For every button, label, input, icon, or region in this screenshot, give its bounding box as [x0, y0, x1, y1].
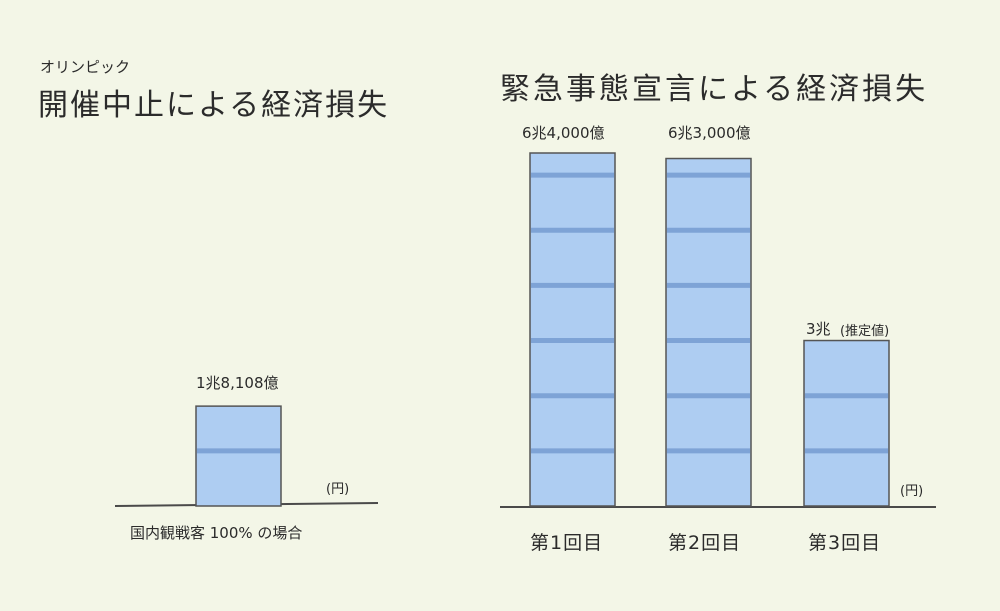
- category-label-2: 第2回目: [668, 532, 742, 554]
- left-chart-supertitle: オリンピック: [40, 58, 131, 76]
- right-chart-title: 緊急事態宣言による経済損失: [500, 72, 929, 107]
- bar-3-value-label: 3兆: [806, 320, 831, 338]
- bar-1-0: [529, 152, 616, 507]
- bar-0-0: [195, 405, 282, 507]
- left-bar-value-label: 1兆8,108億: [196, 374, 279, 392]
- left-chart-title: 開催中止による経済損失: [38, 88, 390, 123]
- left-chart-category-label: 国内観戦客 100% の場合: [130, 524, 303, 542]
- left-chart-unit: (円): [326, 482, 350, 497]
- bar-1-value-label: 6兆4,000億: [522, 124, 605, 142]
- bar-3-estimate-note: (推定値): [840, 324, 890, 339]
- bar-1-2: [803, 339, 890, 507]
- bar-2-value-label: 6兆3,000億: [668, 124, 751, 142]
- bars-layer: [195, 152, 890, 507]
- bar-1-1: [665, 157, 752, 507]
- category-label-1: 第1回目: [530, 532, 604, 554]
- category-label-3: 第3回目: [808, 532, 882, 554]
- right-chart-unit: (円): [900, 484, 924, 499]
